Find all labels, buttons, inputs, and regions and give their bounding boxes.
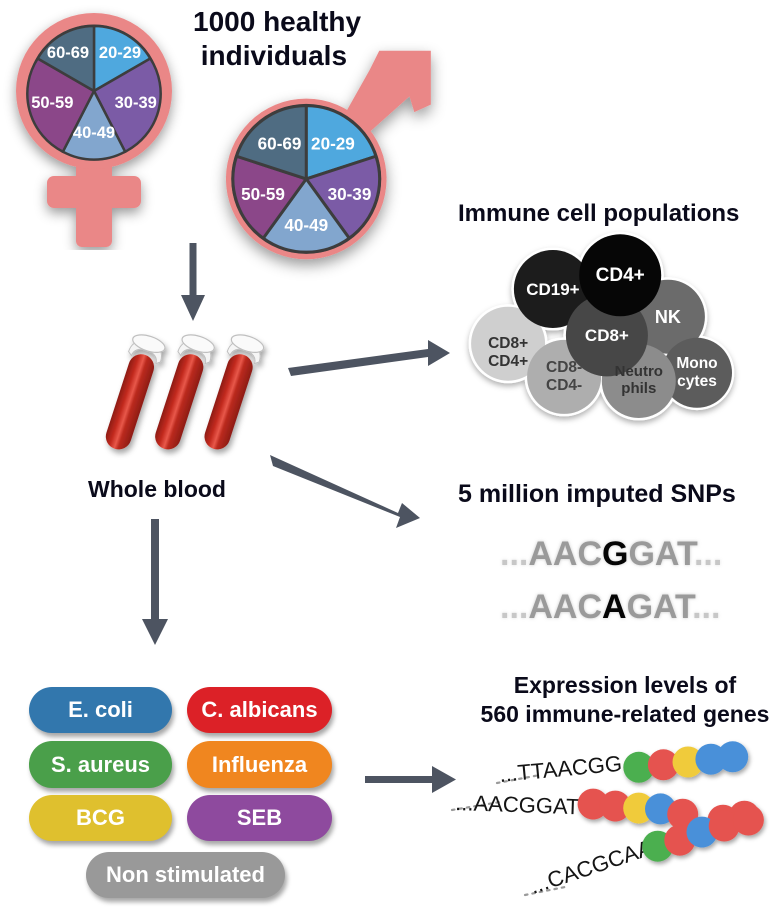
svg-text:...TTAACGG: ...TTAACGG: [498, 751, 623, 787]
svg-text:...AACGGAT: ...AACGGAT: [455, 790, 580, 819]
svg-text:...CACGCAA: ...CACGCAA: [527, 835, 656, 899]
